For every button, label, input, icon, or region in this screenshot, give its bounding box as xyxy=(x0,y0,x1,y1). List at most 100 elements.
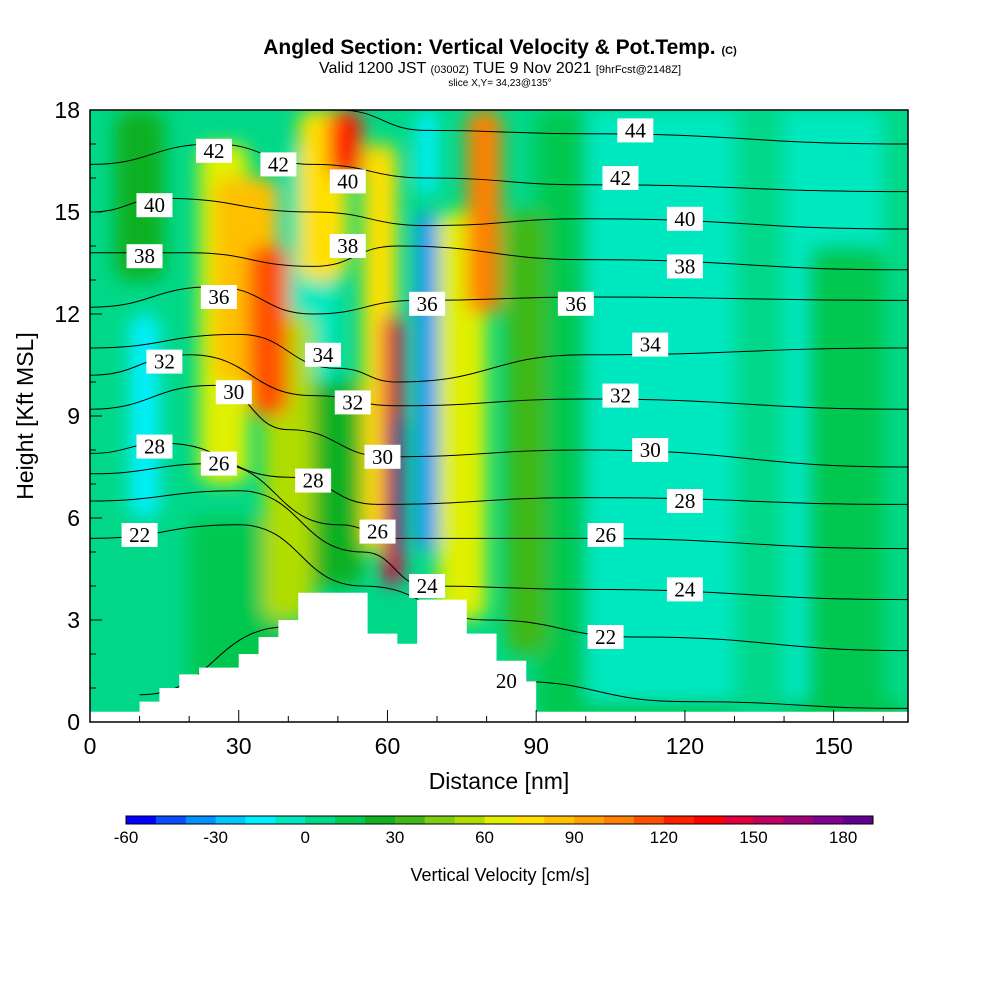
colorbar: -60 -30 0 30 60 90 120 150 180 xyxy=(114,815,874,847)
contour-label-box xyxy=(146,349,183,374)
colorbar-swatch xyxy=(813,816,844,824)
colorbar-swatch xyxy=(723,816,754,824)
y-tick-label: 12 xyxy=(54,301,80,327)
velocity-cell xyxy=(437,212,487,620)
colorbar-tick-label: 30 xyxy=(385,828,404,847)
contour-label-box xyxy=(488,669,525,694)
contour-label-box xyxy=(666,206,703,231)
y-tick-label: 3 xyxy=(67,607,80,633)
colorbar-swatch xyxy=(843,816,874,824)
colorbar-swatch xyxy=(484,816,515,824)
colorbar-swatch xyxy=(424,816,456,824)
colorbar-swatch xyxy=(245,816,276,824)
velocity-cell xyxy=(536,110,586,722)
contour-label-box xyxy=(632,332,669,357)
y-axis-label: Height [Kft MSL] xyxy=(12,332,38,499)
contour-label: 36 xyxy=(417,292,438,316)
contour-label: 40 xyxy=(674,207,695,231)
x-axis-label: Distance [nm] xyxy=(429,768,570,794)
contour-label: 32 xyxy=(610,384,631,408)
x-axis: 0 30 60 90 120 150 xyxy=(84,710,884,759)
y-tick-label: 15 xyxy=(54,199,80,225)
contour-label: 28 xyxy=(144,435,165,459)
contour-label: 34 xyxy=(640,333,662,357)
colorbar-swatch xyxy=(783,816,814,824)
contour-label-box xyxy=(200,285,237,309)
contour-label-box xyxy=(136,193,173,218)
contour-label-box xyxy=(587,625,624,649)
y-tick-label: 6 xyxy=(67,505,80,531)
colorbar-tick-label: 120 xyxy=(650,828,678,847)
contour-label: 36 xyxy=(208,285,229,309)
contour-label: 20 xyxy=(496,669,517,693)
contour-label-box xyxy=(334,390,371,415)
contour-label: 24 xyxy=(417,574,439,598)
velocity-cell xyxy=(248,246,289,416)
contour-label-box xyxy=(126,244,163,269)
colorbar-label: Vertical Velocity [cm/s] xyxy=(410,865,589,885)
colorbar-swatch xyxy=(693,816,725,824)
colorbar-swatch xyxy=(365,816,396,824)
x-tick-label: 150 xyxy=(814,733,852,759)
contour-label: 40 xyxy=(144,193,165,217)
isentrope-44 xyxy=(337,110,908,145)
velocity-cell xyxy=(327,110,363,178)
contour-label: 28 xyxy=(303,469,324,493)
colorbar-tick-label: 60 xyxy=(475,828,494,847)
velocity-cell xyxy=(417,212,438,552)
colorbar-swatch xyxy=(454,816,486,824)
contour-label-box xyxy=(200,451,237,476)
y-tick-label: 18 xyxy=(54,97,80,123)
x-tick-label: 90 xyxy=(523,733,549,759)
contour-label: 26 xyxy=(208,452,229,476)
x-tick-label: 60 xyxy=(375,733,401,759)
isentrope-38 xyxy=(90,245,908,271)
contour-label-box xyxy=(195,138,232,163)
terrain-mask xyxy=(90,592,908,722)
isentrope-34 xyxy=(90,333,908,383)
colorbar-tick-label: 0 xyxy=(301,828,310,847)
contour-label-box xyxy=(617,118,654,143)
contour-label-box xyxy=(329,234,366,258)
contour-label-box xyxy=(666,577,703,602)
contour-label: 26 xyxy=(595,523,616,547)
contour-label-box xyxy=(409,291,446,316)
valid-time-line: Valid 1200 JST (0300Z) TUE 9 Nov 2021 [9… xyxy=(318,60,682,77)
contour-label-box xyxy=(136,434,173,459)
contour-label-box xyxy=(364,444,401,469)
contour-label-box xyxy=(587,523,624,547)
colorbar-swatch xyxy=(663,816,695,824)
colorbar-frame xyxy=(125,815,874,825)
colorbar-swatch xyxy=(185,816,217,824)
velocity-cell xyxy=(506,212,547,654)
plot-area: 42 42 40 44 42 40 40 38 38 38 36 36 36 34 34 32 32 32 30 30… xyxy=(90,110,908,722)
contour-label: 38 xyxy=(674,254,695,278)
slice-info: slice X,Y= 34,23@135° xyxy=(448,78,552,89)
contour-label: 42 xyxy=(203,139,224,163)
isentrope-32 xyxy=(90,354,908,410)
contour-label: 22 xyxy=(129,523,150,547)
colorbar-swatch xyxy=(275,816,306,824)
contour-label: 32 xyxy=(342,390,363,414)
contour-label: 30 xyxy=(640,438,661,462)
colorbar-swatch xyxy=(215,816,247,824)
colorbar-swatch xyxy=(126,816,157,824)
velocity-cell xyxy=(808,246,884,722)
velocity-cell xyxy=(466,110,502,314)
velocity-cell xyxy=(417,110,438,195)
colorbar-swatch xyxy=(544,816,575,824)
contour-label-box xyxy=(409,574,446,598)
colorbar-tick-label: -30 xyxy=(203,828,228,847)
contour-label: 42 xyxy=(610,166,631,190)
colorbar-swatch xyxy=(335,816,366,824)
contour-labels: 42 42 40 44 42 40 40 38 38 38 36 36 36 34 34 32 32 32 30 30… xyxy=(121,118,703,694)
colorbar-swatch xyxy=(305,816,336,824)
contour-label-box xyxy=(260,152,297,177)
colorbar-swatch xyxy=(514,816,545,824)
contour-label: 28 xyxy=(674,489,695,513)
contour-label-box xyxy=(215,380,252,405)
contour-label-box xyxy=(632,438,669,462)
colorbar-tick-label: 150 xyxy=(739,828,767,847)
colorbar-tick-label: 180 xyxy=(829,828,857,847)
